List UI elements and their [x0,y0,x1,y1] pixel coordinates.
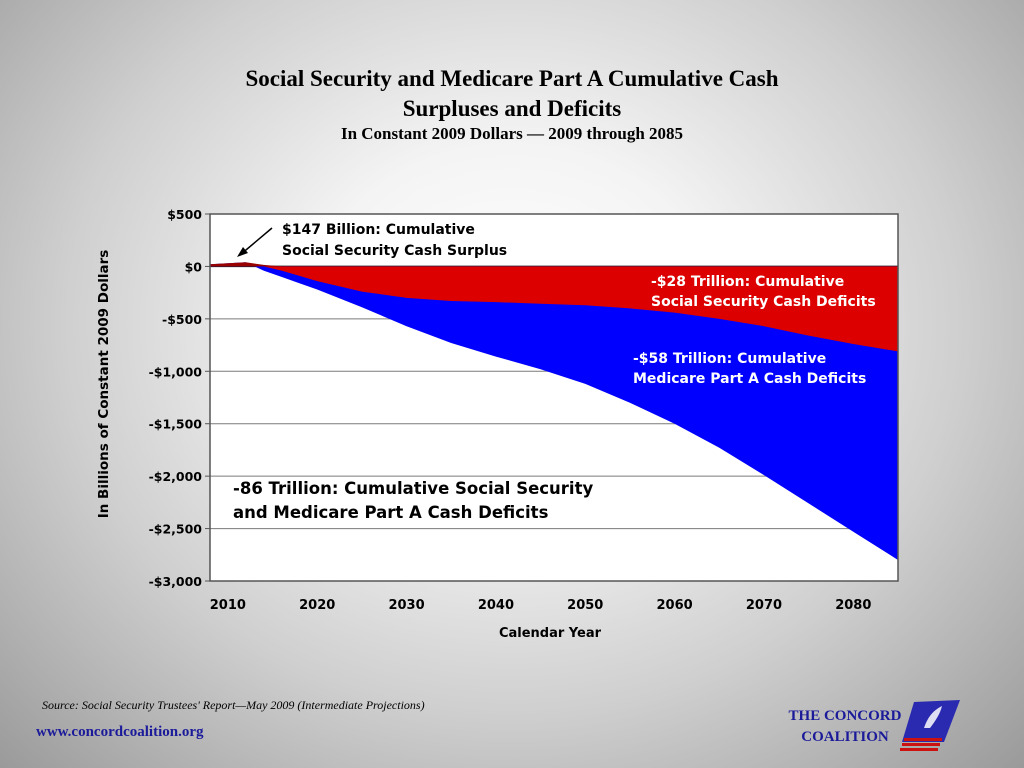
annotation-surplus-line-2: Social Security Cash Surplus [282,243,507,259]
x-axis-label: Calendar Year [499,626,602,641]
source-note: Source: Social Security Trustees' Report… [42,698,425,712]
organization-name: THE CONCORD COALITION [775,706,915,748]
y-tick-label: -$1,000 [149,364,203,379]
annotation-ss-deficit-line-2: Social Security Cash Deficits [651,294,876,310]
x-tick-label: 2070 [746,598,782,613]
x-axis-ticks: 2010 2020 2030 2040 2050 2060 2070 2080 [210,598,872,613]
x-tick-label: 2040 [478,598,514,613]
organization-name-line-2: COALITION [801,729,889,745]
x-tick-label: 2080 [835,598,871,613]
y-tick-label: -$500 [162,312,202,327]
annotation-surplus-line-1: $147 Billion: Cumulative [282,222,475,238]
y-tick-label: -$1,500 [149,417,203,432]
x-tick-label: 2050 [567,598,603,613]
y-tick-label: -$2,000 [149,469,203,484]
y-tick-label: -$3,000 [149,574,203,589]
surplus-arrowhead [237,247,248,257]
annotation-medicare-line-2: Medicare Part A Cash Deficits [633,371,866,387]
data-areas [210,262,898,560]
organization-name-line-1: THE CONCORD [788,708,902,724]
chart-subtitle: In Constant 2009 Dollars — 2009 through … [340,124,684,143]
y-axis-ticks: $500 $0 -$500 -$1,000 -$1,500 -$2,000 -$2,500 -… [149,207,210,589]
plot-frame [209,213,899,582]
y-tick-label: $0 [185,259,203,274]
chart-title-line-2: Surpluses and Deficits [402,96,622,121]
annotation-ss-deficit-line-1: -$28 Trillion: Cumulative [651,274,844,290]
annotation-total-line-1: -86 Trillion: Cumulative Social Security [233,479,593,498]
y-tick-label: -$2,500 [149,522,203,537]
x-tick-label: 2030 [388,598,424,613]
logo-red-stripe-2 [902,743,940,746]
chart-title-line-1: Social Security and Medicare Part A Cumu… [245,66,779,91]
chart-title-block: Social Security and Medicare Part A Cumu… [0,64,1024,144]
y-tick-label: $500 [167,207,202,222]
logo-figure [924,706,942,728]
x-tick-label: 2020 [299,598,335,613]
area-social-security-deficits [210,266,898,352]
concord-coalition-logo [900,700,960,751]
x-tick-label: 2010 [210,598,246,613]
annotation-total-line-2: and Medicare Part A Cash Deficits [233,503,549,522]
x-tick-label: 2060 [657,598,693,613]
website-link[interactable]: www.concordcoalition.org [36,724,204,740]
annotation-medicare-line-1: -$58 Trillion: Cumulative [633,351,826,367]
y-axis-label: In Billions of Constant 2009 Dollars [96,250,112,519]
logo-red-stripe-3 [900,748,938,751]
area-medicare-part-a-deficits [210,262,898,560]
logo-red-stripe-1 [904,738,942,741]
